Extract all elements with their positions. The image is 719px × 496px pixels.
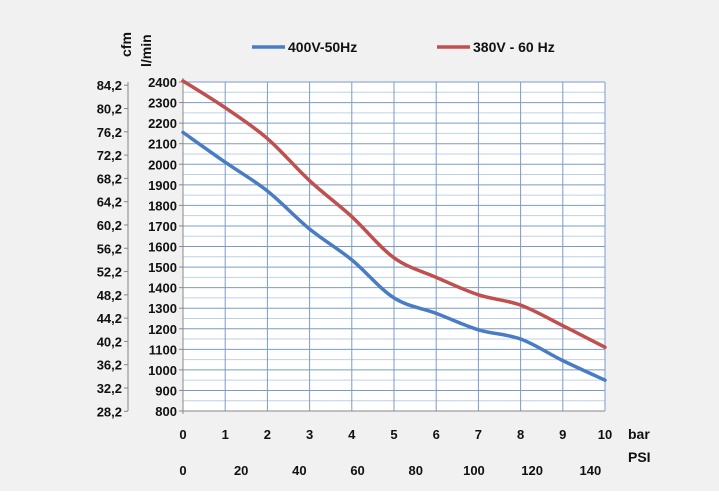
x-tick-label-bar: 0 [179, 427, 186, 442]
x-tick-label-bar: 2 [264, 427, 271, 442]
psi-axis-unit: PSI [628, 449, 651, 465]
y-tick-label-cfm: 68,2 [97, 171, 122, 186]
y-tick-label-lmin: 2400 [148, 75, 177, 90]
y-tick-label-cfm: 60,2 [97, 218, 122, 233]
x-tick-label-bar: 4 [348, 427, 356, 442]
y-tick-label-cfm: 28,2 [97, 404, 122, 419]
x-tick-label-bar: 3 [306, 427, 313, 442]
legend-label-2: 380V - 60 Hz [473, 39, 555, 55]
y-tick-label-lmin: 900 [155, 383, 177, 398]
series-line-1 [181, 130, 607, 382]
x-tick-label-psi: 60 [350, 463, 364, 478]
tick-labels: 2400230022002100200019001800170016001500… [97, 75, 613, 478]
y-tick-label-lmin: 1000 [148, 363, 177, 378]
legend: 400V-50Hz 380V - 60 Hz [252, 39, 555, 55]
y-tick-label-cfm: 84,2 [97, 78, 122, 93]
y-tick-label-lmin: 1500 [148, 260, 177, 275]
y-tick-label-lmin: 1400 [148, 281, 177, 296]
y-tick-label-lmin: 1700 [148, 219, 177, 234]
series-line-2 [181, 79, 607, 350]
y-tick-label-cfm: 76,2 [97, 125, 122, 140]
gridlines [182, 81, 606, 412]
y-tick-label-lmin: 800 [155, 404, 177, 419]
x-tick-label-psi: 120 [521, 463, 543, 478]
y-tick-label-cfm: 52,2 [97, 265, 122, 280]
x-tick-label-psi: 40 [292, 463, 306, 478]
x-tick-label-psi: 20 [234, 463, 248, 478]
x-tick-label-bar: 10 [598, 427, 612, 442]
x-tick-label-bar: 5 [390, 427, 397, 442]
x-tick-label-psi: 140 [579, 463, 601, 478]
x-tick-label-psi: 100 [463, 463, 485, 478]
y-tick-label-cfm: 40,2 [97, 334, 122, 349]
y-tick-label-cfm: 44,2 [97, 311, 122, 326]
y-tick-label-cfm: 56,2 [97, 241, 122, 256]
y-tick-label-lmin: 1900 [148, 178, 177, 193]
data-lines [181, 79, 607, 382]
y-tick-label-cfm: 36,2 [97, 358, 122, 373]
x-tick-label-psi: 0 [179, 463, 186, 478]
y-tick-label-lmin: 1800 [148, 198, 177, 213]
y-tick-label-lmin: 2100 [148, 137, 177, 152]
y-tick-label-lmin: 1300 [148, 301, 177, 316]
lmin-axis-unit: l/min [138, 34, 154, 67]
x-tick-label-bar: 8 [517, 427, 524, 442]
y-tick-label-lmin: 1100 [149, 342, 177, 357]
x-tick-label-bar: 6 [433, 427, 440, 442]
y-tick-label-cfm: 64,2 [97, 195, 122, 210]
y-tick-label-lmin: 2200 [148, 116, 177, 131]
bar-axis-unit: bar [628, 426, 650, 442]
y-tick-label-lmin: 1600 [148, 240, 177, 255]
y-tick-label-lmin: 2300 [148, 96, 177, 111]
y-tick-label-cfm: 32,2 [97, 381, 122, 396]
legend-label-1: 400V-50Hz [288, 39, 357, 55]
x-tick-label-bar: 1 [222, 427, 229, 442]
y-tick-label-cfm: 72,2 [97, 148, 122, 163]
cfm-axis-unit: cfm [118, 32, 134, 57]
y-tick-label-cfm: 48,2 [97, 288, 122, 303]
y-tick-label-cfm: 80,2 [97, 102, 122, 117]
y-tick-label-lmin: 1200 [148, 322, 177, 337]
x-tick-label-bar: 7 [475, 427, 482, 442]
x-tick-label-psi: 80 [409, 463, 423, 478]
x-tick-label-bar: 9 [559, 427, 566, 442]
y-tick-label-lmin: 2000 [148, 157, 177, 172]
